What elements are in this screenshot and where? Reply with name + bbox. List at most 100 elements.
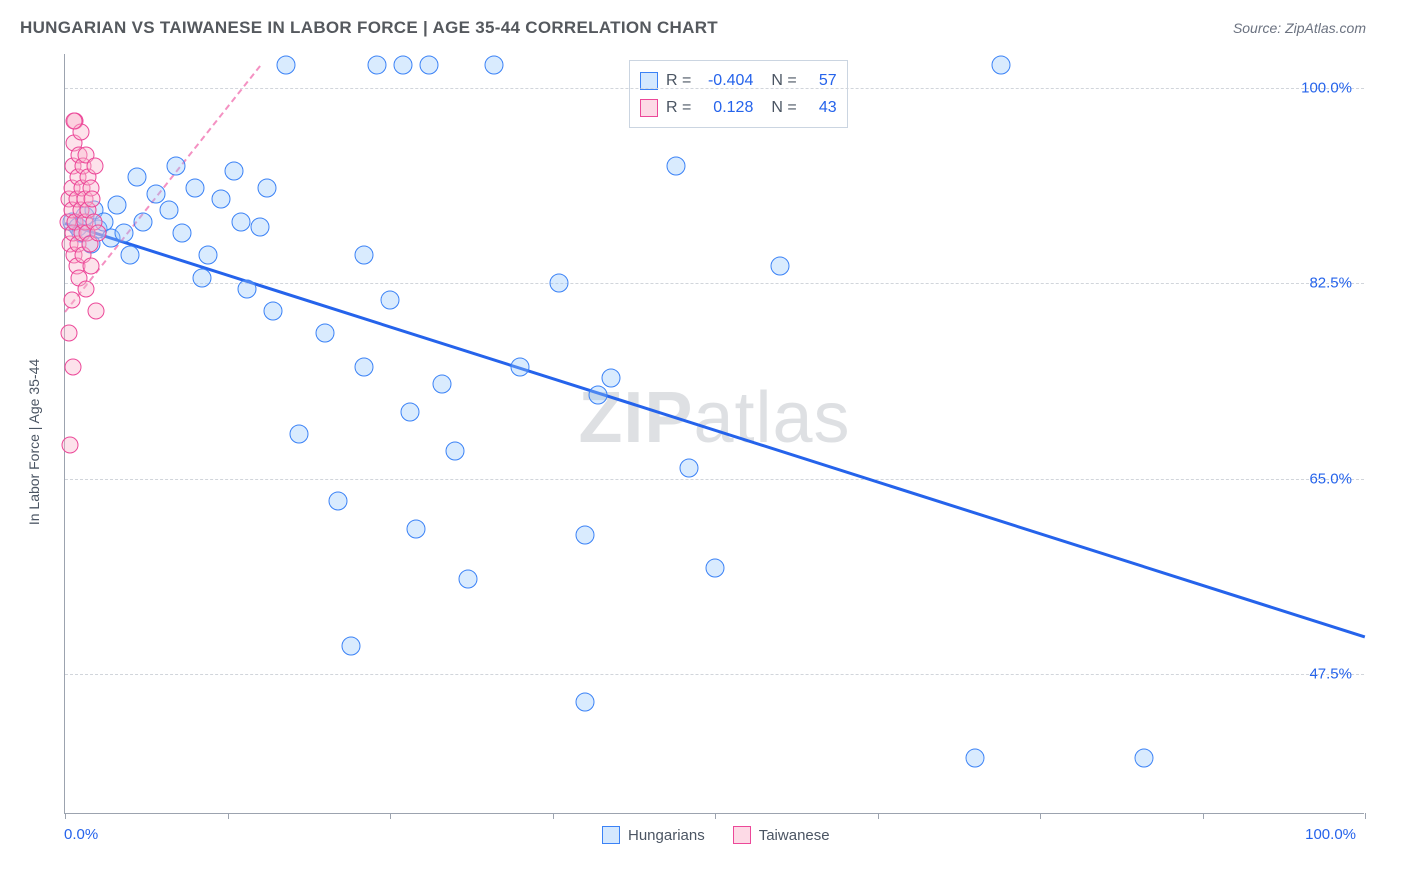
y-tick-label: 47.5% — [1309, 666, 1352, 683]
x-tick — [390, 813, 391, 819]
chart-title: HUNGARIAN VS TAIWANESE IN LABOR FORCE | … — [20, 18, 718, 38]
gridline — [65, 674, 1364, 675]
x-min-label: 0.0% — [64, 826, 98, 843]
data-point — [173, 223, 192, 242]
source-credit: Source: ZipAtlas.com — [1233, 20, 1366, 36]
y-tick-label: 65.0% — [1309, 470, 1352, 487]
data-point — [114, 223, 133, 242]
plot-area: ZIPatlas R = -0.404 N = 57 R = 0.128 N = 43 47.… — [64, 54, 1364, 814]
data-point — [511, 357, 530, 376]
y-tick-label: 82.5% — [1309, 275, 1352, 292]
data-point — [771, 257, 790, 276]
legend-correlation: R = -0.404 N = 57 R = 0.128 N = 43 — [629, 60, 848, 128]
data-point — [290, 425, 309, 444]
x-tick — [1203, 813, 1204, 819]
x-tick — [1365, 813, 1366, 819]
n-value: 43 — [805, 94, 837, 121]
legend-label: Hungarians — [628, 827, 705, 844]
legend-swatch — [640, 99, 658, 117]
x-max-label: 100.0% — [1305, 826, 1356, 843]
r-value: -0.404 — [699, 67, 753, 94]
data-point — [446, 441, 465, 460]
y-tick-label: 100.0% — [1301, 79, 1352, 96]
legend-label: Taiwanese — [759, 827, 830, 844]
n-label: N = — [771, 94, 796, 121]
legend-row: R = -0.404 N = 57 — [640, 67, 837, 94]
data-point — [355, 357, 374, 376]
data-point — [86, 157, 103, 174]
data-point — [459, 570, 478, 589]
data-point — [680, 458, 699, 477]
legend-item: Hungarians — [602, 826, 705, 844]
data-point — [602, 369, 621, 388]
data-point — [420, 56, 439, 75]
data-point — [257, 179, 276, 198]
data-point — [147, 184, 166, 203]
data-point — [251, 218, 270, 237]
data-point — [433, 374, 452, 393]
x-tick — [228, 813, 229, 819]
data-point — [77, 280, 94, 297]
chart-container: In Labor Force | Age 35-44 ZIPatlas R =-… — [42, 54, 1382, 844]
data-point — [66, 113, 83, 130]
x-tick — [553, 813, 554, 819]
data-point — [186, 179, 205, 198]
n-label: N = — [771, 67, 796, 94]
data-point — [966, 749, 985, 768]
data-point — [88, 303, 105, 320]
data-point — [589, 385, 608, 404]
data-point — [342, 637, 361, 656]
data-point — [121, 246, 140, 265]
data-point — [706, 559, 725, 578]
data-point — [166, 156, 185, 175]
data-point — [83, 258, 100, 275]
legend-swatch — [733, 826, 751, 844]
legend-swatch — [602, 826, 620, 844]
data-point — [485, 56, 504, 75]
data-point — [264, 302, 283, 321]
x-tick — [65, 813, 66, 819]
data-point — [277, 56, 296, 75]
n-value: 57 — [805, 67, 837, 94]
header: HUNGARIAN VS TAIWANESE IN LABOR FORCE | … — [0, 0, 1406, 48]
data-point — [992, 56, 1011, 75]
data-point — [127, 167, 146, 186]
data-point — [89, 224, 106, 241]
data-point — [576, 693, 595, 712]
r-label: R = — [666, 67, 691, 94]
watermark: ZIPatlas — [578, 377, 850, 459]
data-point — [63, 291, 80, 308]
data-point — [160, 201, 179, 220]
data-point — [407, 520, 426, 539]
legend-row: R = 0.128 N = 43 — [640, 94, 837, 121]
data-point — [199, 246, 218, 265]
x-tick — [878, 813, 879, 819]
data-point — [400, 402, 419, 421]
data-point — [355, 246, 374, 265]
data-point — [316, 324, 335, 343]
data-point — [192, 268, 211, 287]
data-point — [381, 290, 400, 309]
data-point — [231, 212, 250, 231]
x-tick — [715, 813, 716, 819]
data-point — [62, 437, 79, 454]
data-point — [84, 191, 101, 208]
x-tick — [1040, 813, 1041, 819]
data-point — [1135, 749, 1154, 768]
data-point — [238, 279, 257, 298]
y-axis-title: In Labor Force | Age 35-44 — [26, 359, 42, 525]
data-point — [667, 156, 686, 175]
legend-series: Hungarians Taiwanese — [602, 826, 830, 844]
data-point — [394, 56, 413, 75]
gridline — [65, 479, 1364, 480]
data-point — [329, 492, 348, 511]
r-value: 0.128 — [699, 94, 753, 121]
r-label: R = — [666, 94, 691, 121]
data-point — [225, 162, 244, 181]
data-point — [108, 195, 127, 214]
legend-item: Taiwanese — [733, 826, 830, 844]
data-point — [212, 190, 231, 209]
data-point — [550, 274, 569, 293]
data-point — [134, 212, 153, 231]
data-point — [576, 525, 595, 544]
